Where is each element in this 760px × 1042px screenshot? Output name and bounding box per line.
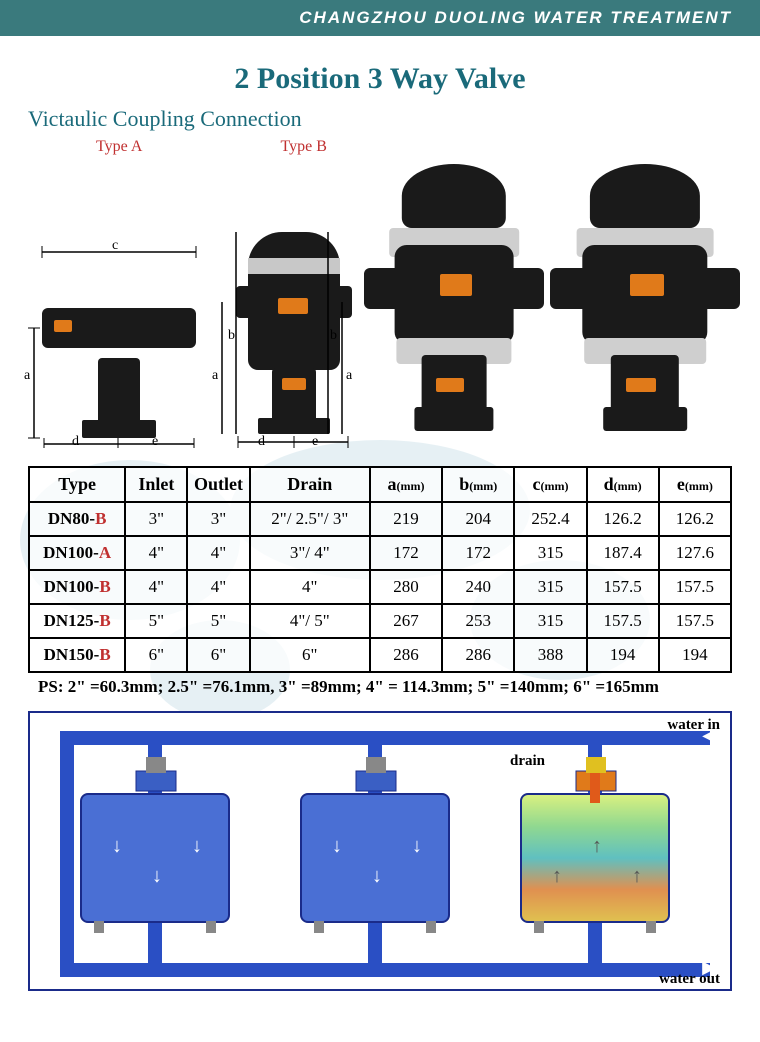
cell-outlet: 4" [187,536,249,570]
cell-type: DN150-B [29,638,125,672]
type-b-figure: a b a b d e [208,218,358,448]
product-images-row: c a d e a b a b d e [22,158,760,448]
cell-inlet: 4" [125,570,187,604]
cell-e: 157.5 [659,570,731,604]
th-e: e(mm) [659,467,731,502]
table-row: DN125-B5"5"4"/ 5"267253315157.5157.5 [29,604,731,638]
cell-b: 253 [442,604,514,638]
type-a-figure: c a d e [22,238,202,448]
cell-inlet: 5" [125,604,187,638]
flow-diagram: ↓ ↓ ↓ ↓ ↓ ↓ ↑ ↑ ↑ water in water out dra… [28,711,732,991]
cell-type: DN100-A [29,536,125,570]
type-b-label: Type B [280,138,326,156]
cell-d: 157.5 [587,570,659,604]
table-row: DN150-B6"6"6"286286388194194 [29,638,731,672]
th-c: c(mm) [514,467,586,502]
ps-note: PS: 2" =60.3mm; 2.5" =76.1mm, 3" =89mm; … [38,677,760,697]
th-a: a(mm) [370,467,442,502]
tank-1: ↓ ↓ ↓ [80,793,230,923]
cell-c: 388 [514,638,586,672]
drain-label: drain [510,753,545,770]
type-labels-row: Type A Type B [40,138,760,156]
cell-e: 127.6 [659,536,731,570]
cell-outlet: 6" [187,638,249,672]
cell-e: 126.2 [659,502,731,536]
cell-type: DN80-B [29,502,125,536]
cell-b: 204 [442,502,514,536]
cell-inlet: 6" [125,638,187,672]
table-row: DN80-B3"3"2"/ 2.5"/ 3"219204252.4126.212… [29,502,731,536]
table-row: DN100-B4"4"4"280240315157.5157.5 [29,570,731,604]
th-inlet: Inlet [125,467,187,502]
cell-c: 315 [514,604,586,638]
cell-inlet: 3" [125,502,187,536]
cell-d: 126.2 [587,502,659,536]
cell-outlet: 3" [187,502,249,536]
subtitle: Victaulic Coupling Connection [28,106,760,132]
cell-b: 286 [442,638,514,672]
cell-inlet: 4" [125,536,187,570]
cell-drain: 3"/ 4" [250,536,370,570]
cell-drain: 4" [250,570,370,604]
cell-e: 194 [659,638,731,672]
th-type: Type [29,467,125,502]
cell-d: 194 [587,638,659,672]
cell-a: 267 [370,604,442,638]
tank-3: ↑ ↑ ↑ [520,793,670,923]
cell-a: 219 [370,502,442,536]
table-row: DN100-A4"4"3"/ 4"172172315187.4127.6 [29,536,731,570]
cell-a: 280 [370,570,442,604]
cell-b: 240 [442,570,514,604]
cell-drain: 6" [250,638,370,672]
spec-table: Type Inlet Outlet Drain a(mm) b(mm) c(mm… [28,466,732,673]
cell-outlet: 4" [187,570,249,604]
cell-c: 315 [514,570,586,604]
valve-photo-2 [550,158,740,448]
company-header: CHANGZHOU DUOLING WATER TREATMENT [0,0,760,36]
type-a-label: Type A [96,138,142,156]
tank-2: ↓ ↓ ↓ [300,793,450,923]
th-b: b(mm) [442,467,514,502]
valve-photo-1 [364,158,544,448]
cell-a: 286 [370,638,442,672]
cell-type: DN125-B [29,604,125,638]
cell-a: 172 [370,536,442,570]
cell-d: 187.4 [587,536,659,570]
table-header-row: Type Inlet Outlet Drain a(mm) b(mm) c(mm… [29,467,731,502]
cell-drain: 2"/ 2.5"/ 3" [250,502,370,536]
cell-type: DN100-B [29,570,125,604]
cell-e: 157.5 [659,604,731,638]
cell-c: 315 [514,536,586,570]
th-d: d(mm) [587,467,659,502]
cell-d: 157.5 [587,604,659,638]
page-title: 2 Position 3 Way Valve [0,62,760,96]
th-outlet: Outlet [187,467,249,502]
th-drain: Drain [250,467,370,502]
cell-c: 252.4 [514,502,586,536]
cell-drain: 4"/ 5" [250,604,370,638]
cell-outlet: 5" [187,604,249,638]
cell-b: 172 [442,536,514,570]
